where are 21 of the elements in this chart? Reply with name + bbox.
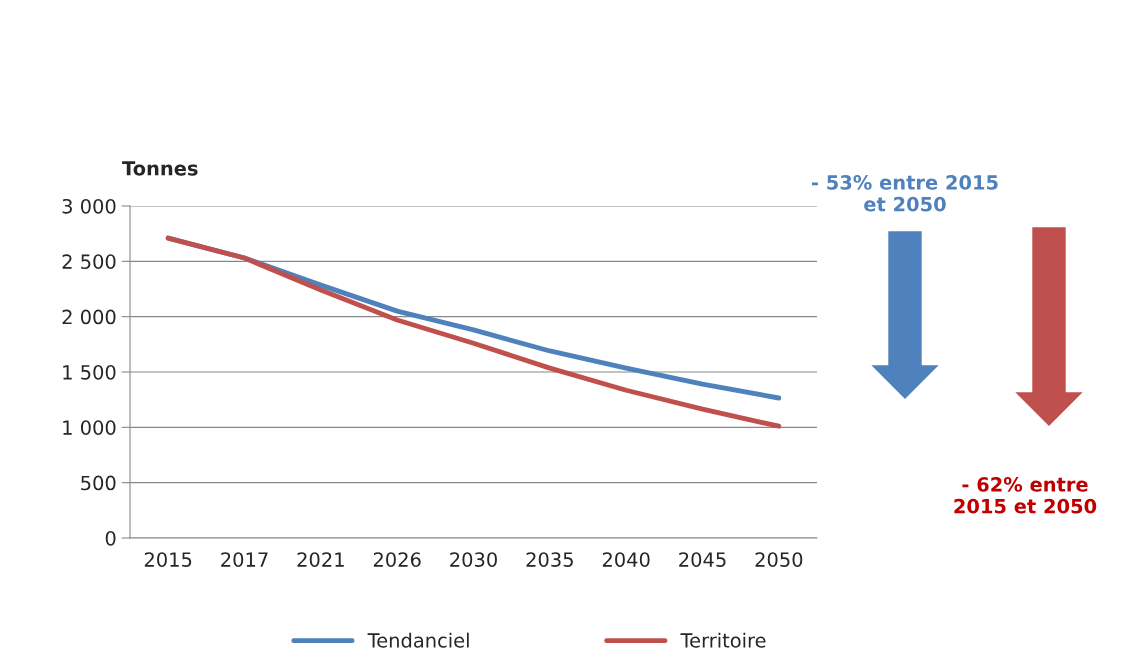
legend-label: Territoire [680,632,766,648]
y-tick-label: 500 [81,475,116,491]
x-tick-label: 2045 [679,552,726,567]
x-tick-label: 2017 [221,552,268,567]
annotation: - 53% entre 2015 et 2050 [811,175,998,212]
x-tick-label: 2030 [450,552,497,567]
y-tick-label: 2 500 [62,254,116,269]
y-tick-label: 1 000 [63,420,116,435]
x-tick-label: 2035 [526,552,573,567]
y-tick-label: 0 [105,530,116,546]
text: - 62% entre 2015 et 2050 [954,477,1097,514]
x-tick-label: 2040 [602,552,650,567]
y-axis-title: Tonnes [122,161,198,176]
legend-label: Tendanciel [367,632,469,648]
y-tick-label: 2 000 [62,309,116,325]
x-tick-label: 2026 [373,552,421,567]
y-tick-label: 3 000 [62,198,116,214]
x-tick-label: 2015 [144,552,192,567]
x-tick-label: 2021 [297,552,344,567]
x-tick-label: 2050 [755,552,803,567]
y-tick-label: 1 500 [63,364,116,380]
